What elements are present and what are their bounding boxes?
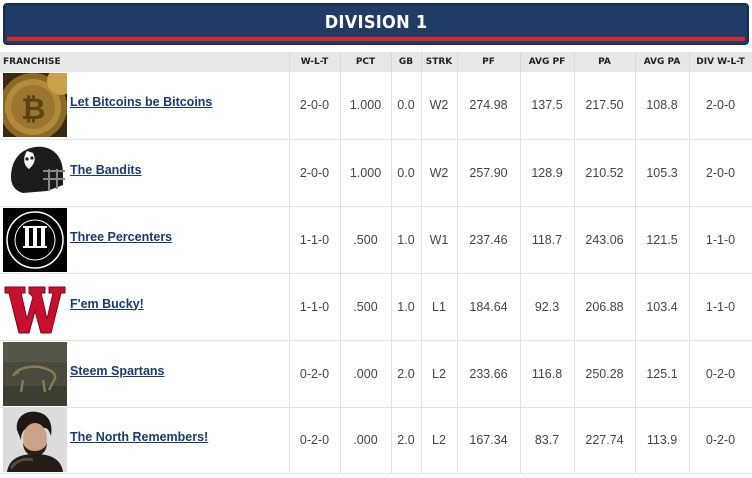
div-wlt-cell: 0-2-0 — [689, 407, 752, 474]
franchise-cell: F'em Bucky! — [0, 273, 290, 341]
franchise-cell: ₿ Let Bitcoins be Bitcoins — [0, 72, 290, 140]
column-header-wlt[interactable]: W-L-T — [289, 52, 341, 72]
pa-cell: 217.50 — [574, 72, 636, 140]
strk-cell: W2 — [421, 72, 458, 140]
bitcoin-logo-icon[interactable]: ₿ — [3, 73, 67, 138]
column-header-strk[interactable]: STRK — [421, 52, 458, 72]
column-header-pf[interactable]: PF — [457, 52, 521, 72]
gb-cell: 0.0 — [391, 139, 422, 207]
avg-pa-cell: 121.5 — [635, 206, 690, 274]
football-helmet-logo-icon[interactable] — [3, 140, 67, 205]
strk-cell: L2 — [421, 407, 458, 474]
pct-cell: .000 — [340, 407, 392, 474]
div-wlt-cell: 2-0-0 — [689, 72, 752, 140]
avg-pa-cell: 103.4 — [635, 273, 690, 341]
table-row: F'em Bucky! 1-1-0 .500 1.0 L1 184.64 92.… — [0, 273, 752, 341]
division-header: DIVISION 1 — [0, 0, 752, 48]
svg-text:₿: ₿ — [21, 92, 45, 127]
wisconsin-w-logo-icon[interactable] — [3, 274, 67, 339]
wlt-cell: 2-0-0 — [289, 72, 341, 140]
pa-cell: 210.52 — [574, 139, 636, 207]
gb-cell: 1.0 — [391, 206, 422, 274]
column-header-div-wlt[interactable]: DIV W-L-T — [689, 52, 752, 72]
strk-cell: L1 — [421, 273, 458, 341]
table-header-row: FRANCHISE W-L-T PCT GB STRK PF AVG PF PA… — [0, 52, 752, 72]
div-wlt-cell: 1-1-0 — [689, 273, 752, 341]
team-link[interactable]: The North Remembers! — [70, 430, 209, 444]
table-row: The North Remembers! 0-2-0 .000 2.0 L2 1… — [0, 407, 752, 474]
team-link[interactable]: F'em Bucky! — [70, 296, 144, 311]
roman-numeral-three-logo-icon[interactable] — [3, 207, 67, 272]
gb-cell: 2.0 — [391, 407, 422, 474]
column-header-pct[interactable]: PCT — [340, 52, 392, 72]
pct-cell: .000 — [340, 340, 392, 408]
franchise-cell: The Bandits — [0, 139, 290, 207]
pf-cell: 167.34 — [457, 407, 521, 474]
pct-cell: 1.000 — [340, 72, 392, 140]
avg-pa-cell: 125.1 — [635, 340, 690, 408]
standings-table: FRANCHISE W-L-T PCT GB STRK PF AVG PF PA… — [0, 52, 752, 474]
column-header-franchise[interactable]: FRANCHISE — [0, 52, 290, 72]
avg-pf-cell: 83.7 — [520, 407, 575, 474]
wlt-cell: 1-1-0 — [289, 273, 341, 341]
avg-pf-cell: 118.7 — [520, 206, 575, 274]
gb-cell: 1.0 — [391, 273, 422, 341]
column-header-gb[interactable]: GB — [391, 52, 422, 72]
table-row: The Bandits 2-0-0 1.000 0.0 W2 257.90 12… — [0, 139, 752, 207]
div-wlt-cell: 0-2-0 — [689, 340, 752, 408]
wlt-cell: 2-0-0 — [289, 139, 341, 207]
avg-pf-cell: 92.3 — [520, 273, 575, 341]
div-wlt-cell: 2-0-0 — [689, 139, 752, 207]
pct-cell: 1.000 — [340, 139, 392, 207]
pct-cell: .500 — [340, 273, 392, 341]
table-row: ₿ Let Bitcoins be Bitcoins 2-0-0 1.000 0… — [0, 72, 752, 140]
team-link[interactable]: Three Percenters — [70, 229, 173, 244]
pf-cell: 233.66 — [457, 340, 521, 408]
avg-pa-cell: 113.9 — [635, 407, 690, 474]
wlt-cell: 0-2-0 — [289, 407, 341, 474]
wlt-cell: 1-1-0 — [289, 206, 341, 274]
pct-cell: .500 — [340, 206, 392, 274]
div-wlt-cell: 1-1-0 — [689, 206, 752, 274]
team-link[interactable]: Let Bitcoins be Bitcoins — [70, 95, 213, 110]
franchise-cell: Steem Spartans — [0, 340, 290, 408]
pa-cell: 250.28 — [574, 340, 636, 408]
avg-pf-cell: 128.9 — [520, 139, 575, 207]
strk-cell: W2 — [421, 139, 458, 207]
avg-pa-cell: 105.3 — [635, 139, 690, 207]
pa-cell: 243.06 — [574, 206, 636, 274]
division-header-bar: DIVISION 1 — [3, 3, 749, 45]
pa-cell: 227.74 — [574, 407, 636, 474]
jon-snow-portrait-logo-icon[interactable] — [3, 408, 67, 472]
team-link[interactable]: The Bandits — [70, 162, 142, 177]
pf-cell: 274.98 — [457, 72, 521, 140]
pf-cell: 257.90 — [457, 139, 521, 207]
pf-cell: 184.64 — [457, 273, 521, 341]
strk-cell: W1 — [421, 206, 458, 274]
gb-cell: 0.0 — [391, 72, 422, 140]
table-row: Steem Spartans 0-2-0 .000 2.0 L2 233.66 … — [0, 340, 752, 408]
franchise-cell: Three Percenters — [0, 206, 290, 274]
table-row: Three Percenters 1-1-0 .500 1.0 W1 237.4… — [0, 206, 752, 274]
column-header-avg-pa[interactable]: AVG PA — [635, 52, 690, 72]
cave-painting-logo-icon[interactable] — [3, 341, 67, 406]
avg-pf-cell: 116.8 — [520, 340, 575, 408]
strk-cell: L2 — [421, 340, 458, 408]
column-header-avg-pf[interactable]: AVG PF — [520, 52, 575, 72]
wlt-cell: 0-2-0 — [289, 340, 341, 408]
pf-cell: 237.46 — [457, 206, 521, 274]
team-link[interactable]: Steem Spartans — [70, 363, 165, 378]
pa-cell: 206.88 — [574, 273, 636, 341]
division-title: DIVISION 1 — [324, 11, 428, 33]
gb-cell: 2.0 — [391, 340, 422, 408]
franchise-cell: The North Remembers! — [0, 407, 290, 474]
avg-pf-cell: 137.5 — [520, 72, 575, 140]
avg-pa-cell: 108.8 — [635, 72, 690, 140]
column-header-pa[interactable]: PA — [574, 52, 636, 72]
